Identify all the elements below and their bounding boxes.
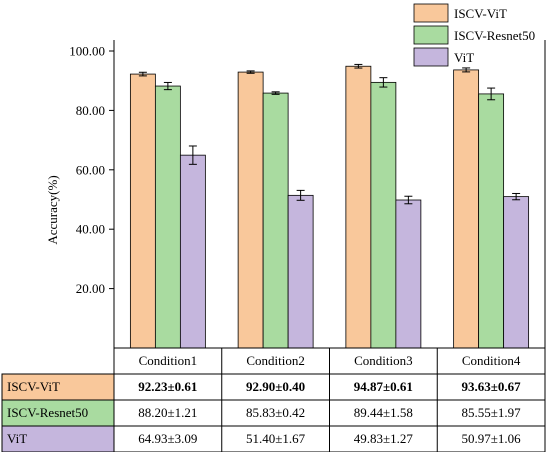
table-cell: 88.20±1.21	[138, 405, 197, 420]
table-row-label: ISCV-Resnet50	[7, 405, 88, 420]
table-cell: 50.97±1.06	[462, 431, 522, 446]
table-row-label-cell	[1, 425, 115, 452]
error-bars	[138, 63, 521, 205]
legend-swatch	[413, 47, 449, 67]
y-tick-label: 20.00	[76, 281, 105, 296]
bar	[370, 81, 397, 349]
bar	[154, 85, 181, 349]
table-cell: 51.40±1.67	[246, 431, 306, 446]
table-cell: 89.44±1.58	[354, 405, 413, 420]
table-cell: 64.93±3.09	[138, 431, 197, 446]
table-cell: 85.83±0.42	[246, 405, 305, 420]
legend-label: ISCV-ViT	[454, 6, 507, 21]
bar	[237, 71, 264, 349]
bar	[478, 93, 505, 349]
table-row-label-cell	[1, 399, 115, 427]
bar	[179, 154, 206, 349]
y-tick-label: 80.00	[76, 103, 105, 118]
bar	[503, 196, 530, 349]
table-cell: 92.23±0.61	[138, 379, 197, 394]
bars	[129, 65, 530, 349]
x-tick-label: Condition1	[139, 353, 198, 368]
bar	[262, 92, 289, 349]
y-tick-label: 40.00	[76, 222, 105, 237]
table-cell: 85.55±1.97	[462, 405, 522, 420]
y-axis-label: Accuracy(%)	[45, 175, 60, 244]
table-cell: 93.63±0.67	[462, 379, 522, 394]
bar	[287, 194, 314, 349]
x-tick-label: Condition4	[462, 353, 521, 368]
table-cell: 92.90±0.40	[246, 379, 305, 394]
table-cell: 49.83±1.27	[354, 431, 414, 446]
y-tick-label: 100.00	[69, 44, 105, 59]
table-row-label: ViT	[7, 431, 27, 446]
x-tick-label: Condition2	[246, 353, 305, 368]
legend-label: ISCV-Resnet50	[454, 28, 535, 43]
legend-swatch	[413, 25, 449, 45]
data-table: Condition1 Condition2 Condition3 Condition4…	[1, 347, 546, 452]
bar	[395, 199, 422, 349]
bar	[453, 69, 480, 349]
legend-label: ViT	[454, 50, 474, 65]
y-axis: 20.00 40.00 60.00 80.00 100.00	[69, 44, 114, 296]
y-tick-label: 60.00	[76, 162, 105, 177]
bar	[129, 73, 156, 349]
legend: ISCV-ViT ISCV-Resnet50 ViT	[413, 3, 535, 67]
table-row-label-cell	[1, 373, 115, 401]
table-row-label: ISCV-ViT	[7, 379, 60, 394]
axes-frame	[113, 40, 546, 348]
table-cell: 94.87±0.61	[354, 379, 413, 394]
legend-swatch	[413, 3, 449, 23]
x-tick-label: Condition3	[354, 353, 413, 368]
bar	[345, 65, 372, 349]
